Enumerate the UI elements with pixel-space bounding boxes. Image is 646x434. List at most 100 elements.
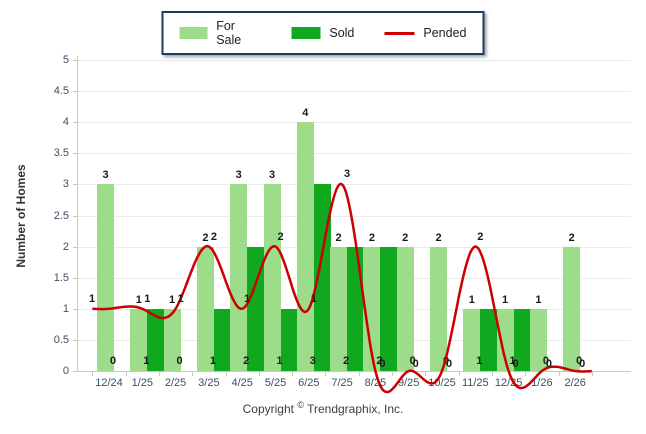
y-axis-tick [73,153,77,155]
x-axis-tick [392,372,394,376]
for-sale-bar [263,184,281,371]
y-axis-tick-label: 2 [62,240,69,253]
pended-value-label: 2 [210,230,217,243]
for-sale-value-label: 2 [402,231,409,244]
for-sale-value-label: 3 [102,169,109,182]
pended-value-label: 0 [545,358,552,370]
pended-value-label: 0 [412,358,419,370]
x-axis-tick [458,372,460,376]
for-sale-bar [363,246,381,371]
sold-bar [347,246,365,371]
for-sale-value-label: 2 [435,231,442,244]
sold-bar [247,246,265,371]
y-axis-tick-label: 0 [62,365,69,377]
pended-value-label: 2 [477,230,484,243]
for-sale-bar [97,184,114,371]
legend-label: For Sale [216,19,242,47]
pended-value-label: 1 [88,292,96,305]
sold-value-label: 1 [143,355,150,367]
x-axis-line [77,371,631,372]
sold-value-label: 1 [276,355,283,367]
x-axis-tick [491,372,493,376]
for-sale-swatch [179,27,208,39]
y-axis-tick-label: 4 [62,116,69,129]
for-sale-value-label: 4 [302,107,309,120]
for-sale-bar [330,246,348,371]
y-axis-tick [73,246,77,248]
x-axis-tick [158,372,160,376]
legend-label: Pended [423,26,467,40]
y-axis-tick-label: 0.5 [53,333,69,346]
pended-value-label: 1 [144,292,151,305]
legend-label: Sold [329,26,355,40]
x-axis-tick [92,372,94,376]
pended-value-label: 1 [310,292,317,305]
y-axis-tick-label: 5 [62,54,69,66]
y-axis-tick [73,371,77,372]
for-sale-value-label: 1 [468,293,475,306]
copyright-suffix: Trendgraphix, Inc. [307,402,404,416]
y-gridline [77,91,631,93]
x-axis-tick [358,372,360,376]
legend-item-pended[interactable]: Pended [384,26,467,40]
y-gridline [77,60,631,61]
sold-value-label: 0 [176,355,183,367]
x-axis-tick [125,372,127,376]
copyright-text: Copyright © Trendgraphix, Inc. [0,400,646,416]
y-axis-tick-label: 2.5 [53,209,69,222]
pended-value-label: 1 [177,292,184,305]
for-sale-bar [296,122,314,371]
for-sale-value-label: 1 [535,293,542,306]
sold-bar [380,246,398,371]
pended-value-label: 1 [244,292,251,305]
y-axis-tick [73,308,77,310]
pended-value-label: 0 [512,358,519,370]
sold-value-label: 1 [209,355,216,367]
pended-value-label: 0 [579,358,586,370]
for-sale-bar [196,246,214,371]
y-gridline [77,153,631,155]
pended-line-swatch [384,31,415,35]
y-axis-line [77,56,78,371]
x-axis-tick [325,372,327,376]
y-axis-tick-label: 4.5 [53,85,69,98]
copyright-prefix: Copyright [242,402,294,416]
x-axis-tick [525,372,527,376]
y-axis-tick [73,277,77,279]
pended-value-label: 0 [379,358,386,370]
y-axis-tick [73,184,77,186]
y-axis-title: Number of Homes [14,164,28,268]
y-axis-tick [73,339,77,341]
for-sale-value-label: 1 [502,293,509,306]
y-axis-tick [73,122,77,124]
x-axis-tick [425,372,427,376]
x-axis-tick [258,372,260,376]
legend: For Sale Sold Pended [161,11,485,55]
x-axis-tick [292,372,294,376]
y-axis-tick-label: 1 [62,302,69,315]
for-sale-value-label: 2 [368,231,375,244]
for-sale-bar [563,246,581,371]
y-axis-tick [73,215,77,217]
for-sale-value-label: 2 [568,231,575,244]
y-gridline [77,122,631,124]
sold-value-label: 1 [476,355,483,367]
copyright-symbol: © [297,400,304,410]
for-sale-bar [430,246,447,371]
x-axis-tick [225,372,227,376]
sold-swatch [291,27,321,39]
pended-value-label: 3 [344,168,351,181]
y-axis-tick [73,91,77,93]
for-sale-bar [230,184,248,371]
legend-item-for-sale[interactable]: For Sale [179,19,262,47]
x-axis-tick [558,372,560,376]
sold-value-label: 0 [109,355,117,367]
pended-value-label: 0 [445,358,453,370]
legend-item-sold[interactable]: Sold [291,26,354,40]
pended-value-label: 2 [277,230,284,243]
sold-bar [313,184,331,371]
x-axis-category-label: 2/26 [564,377,586,389]
y-gridline [77,184,631,186]
y-gridline [77,215,631,217]
